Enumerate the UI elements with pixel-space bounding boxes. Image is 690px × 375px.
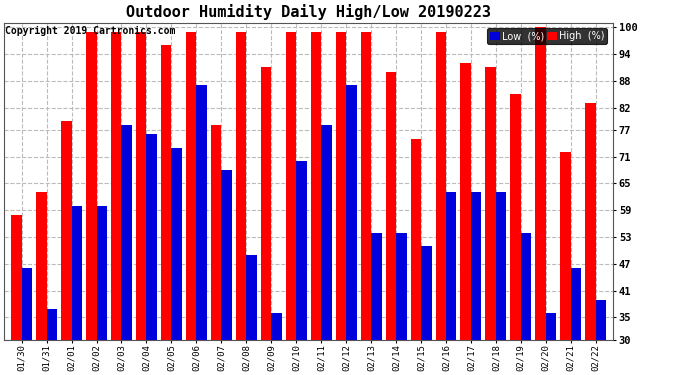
Bar [361, 32, 371, 340]
Bar [61, 121, 72, 340]
Bar [186, 32, 197, 340]
Bar [346, 85, 357, 340]
Bar [595, 300, 607, 340]
Bar [72, 206, 82, 340]
Bar [171, 148, 182, 340]
Bar [585, 103, 595, 340]
Bar [121, 125, 132, 340]
Bar [246, 255, 257, 340]
Bar [21, 268, 32, 340]
Bar [460, 63, 471, 340]
Bar [496, 192, 506, 340]
Bar [335, 32, 346, 340]
Bar [146, 134, 157, 340]
Bar [471, 192, 482, 340]
Bar [296, 161, 306, 340]
Bar [11, 215, 21, 340]
Bar [161, 45, 171, 340]
Bar [396, 232, 406, 340]
Bar [571, 268, 581, 340]
Bar [136, 32, 146, 340]
Bar [535, 27, 546, 340]
Bar [271, 313, 282, 340]
Bar [211, 125, 221, 340]
Bar [47, 309, 57, 340]
Bar [261, 68, 271, 340]
Bar [486, 68, 496, 340]
Bar [371, 232, 382, 340]
Bar [310, 32, 321, 340]
Bar [521, 232, 531, 340]
Title: Outdoor Humidity Daily High/Low 20190223: Outdoor Humidity Daily High/Low 20190223 [126, 4, 491, 20]
Bar [511, 94, 521, 340]
Text: Copyright 2019 Cartronics.com: Copyright 2019 Cartronics.com [6, 26, 176, 36]
Bar [86, 32, 97, 340]
Bar [236, 32, 246, 340]
Bar [221, 170, 232, 340]
Legend: Low  (%), High  (%): Low (%), High (%) [487, 28, 607, 44]
Bar [421, 246, 431, 340]
Bar [197, 85, 207, 340]
Bar [560, 152, 571, 340]
Bar [446, 192, 457, 340]
Bar [546, 313, 556, 340]
Bar [435, 32, 446, 340]
Bar [321, 125, 332, 340]
Bar [286, 32, 296, 340]
Bar [111, 32, 121, 340]
Bar [411, 139, 421, 340]
Bar [97, 206, 107, 340]
Bar [36, 192, 47, 340]
Bar [386, 72, 396, 340]
